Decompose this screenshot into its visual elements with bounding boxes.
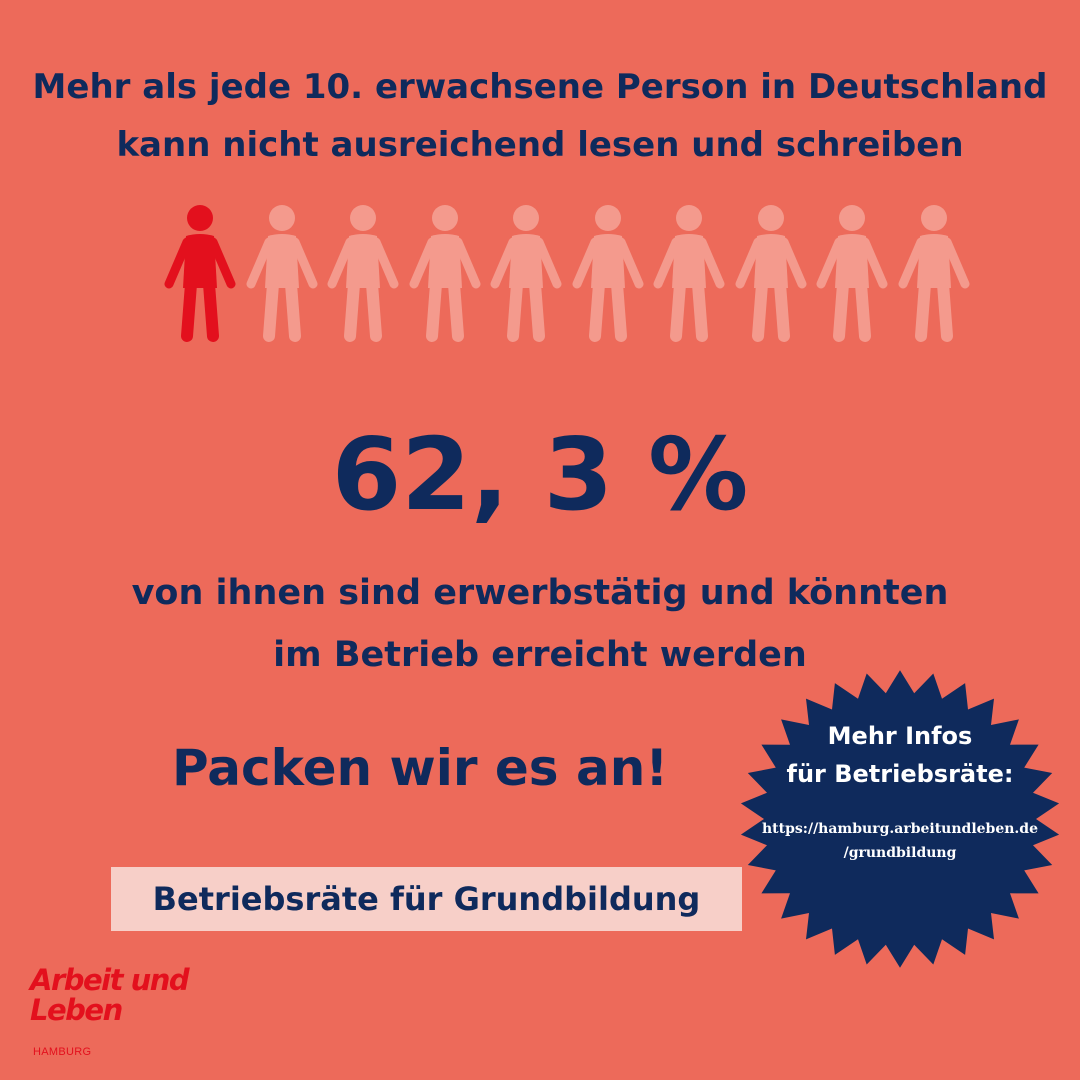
person-icon [490,205,562,342]
person-icon [409,205,480,342]
subline-line-1: von ihnen sind erwerbstätig und könnten [131,573,949,613]
logo-subtitle: HAMBURG [33,1046,92,1058]
badge-title-line-2: für Betriebsräte: [786,760,1014,788]
badge-url-line-1[interactable]: https://hamburg.arbeitundleben.de [762,821,1038,837]
big-number: 62, 3 % [331,416,749,533]
badge-title-line-1: Mehr Infos [827,722,973,750]
logo: Arbeit und Leben [30,963,190,1027]
person-icon [572,205,643,342]
subline: von ihnen sind erwerbstätig und könnten … [0,562,1080,686]
logo-line-2: Leben [30,993,123,1027]
badge-url[interactable]: https://hamburg.arbeitundleben.de /grund… [739,817,1061,865]
starburst-shape [740,670,1060,968]
subline-line-2: im Betrieb erreicht werden [273,635,807,675]
person-icon [898,205,969,342]
tag-label: Betriebsräte für Grundbildung [152,880,701,918]
headline: Mehr als jede 10. erwachsene Person in D… [0,58,1080,174]
info-badge[interactable]: Mehr Infos für Betriebsräte: https://ham… [739,669,1061,969]
headline-line-2: kann nicht ausreichend lesen und schreib… [116,125,964,165]
person-icon [735,205,806,342]
tag-box: Betriebsräte für Grundbildung [111,867,742,931]
person-icon [327,205,399,342]
headline-line-1: Mehr als jede 10. erwachsene Person in D… [32,67,1048,107]
person-icon [164,205,236,342]
people-row [162,202,982,347]
person-icon [653,205,725,342]
badge-url-line-2[interactable]: /grundbildung [843,845,957,861]
logo-line-1: Arbeit und [30,963,190,997]
person-icon [816,205,888,342]
badge-title: Mehr Infos für Betriebsräte: [739,717,1061,793]
call-to-action: Packen wir es an! [172,739,669,797]
person-icon [246,205,317,342]
